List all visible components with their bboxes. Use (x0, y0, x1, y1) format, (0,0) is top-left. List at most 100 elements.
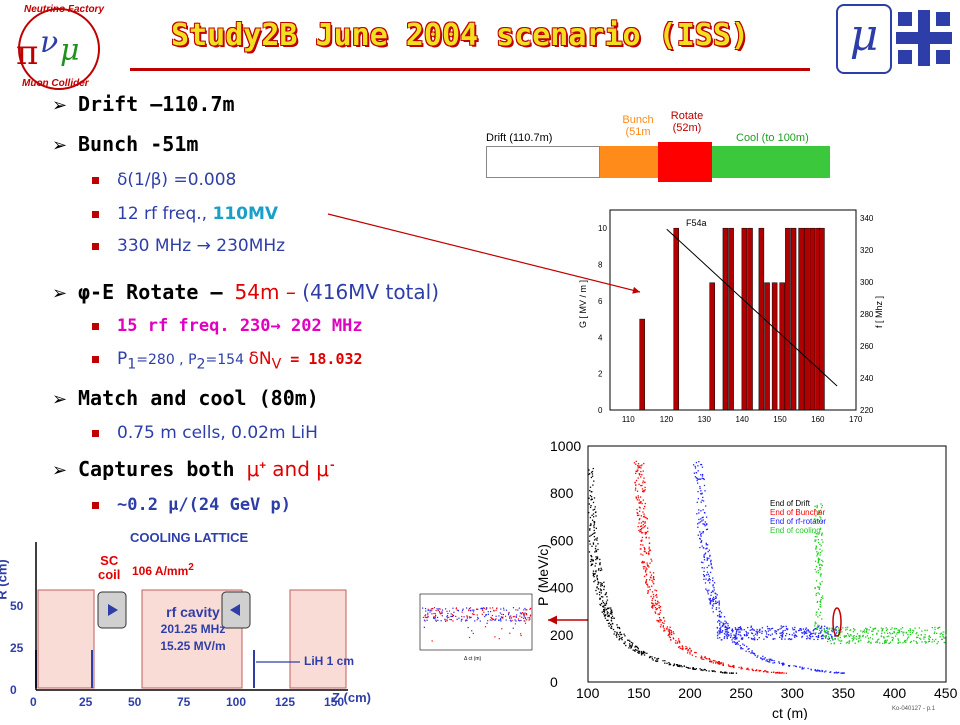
lattice-x-tick: 75 (177, 695, 191, 709)
ps-point (661, 622, 664, 624)
ps-point (656, 660, 659, 662)
ps-point (696, 478, 699, 480)
ps-point (852, 631, 854, 633)
ps-point (824, 625, 826, 627)
ps-point (939, 633, 941, 635)
ps-point (866, 629, 868, 631)
ps-point (644, 505, 646, 508)
ps-point (898, 631, 901, 633)
ps-point (656, 658, 659, 660)
ps-point (705, 524, 708, 526)
ps-point (650, 606, 653, 608)
ps-point (667, 634, 669, 636)
ps-point (939, 636, 941, 638)
ps-point (640, 544, 642, 546)
ps-point (591, 514, 593, 516)
ps-point (818, 629, 821, 631)
small-point (481, 613, 483, 615)
ps-point (926, 629, 928, 631)
ps-point (718, 619, 720, 622)
ps-point (899, 641, 901, 643)
ps-point (792, 629, 794, 631)
ps-point (720, 671, 722, 673)
ps-point (644, 550, 646, 553)
ps-point (635, 497, 638, 499)
ps-point (678, 664, 681, 667)
ps-point (704, 490, 706, 492)
ps-point (646, 562, 648, 564)
ps-point (929, 636, 931, 639)
ps-point (636, 470, 638, 473)
ps-point (842, 627, 844, 629)
ps-point (858, 637, 860, 640)
ps-point (735, 631, 738, 633)
ps-point (746, 668, 748, 670)
ps-point (600, 589, 602, 592)
ps-point (815, 547, 817, 549)
ps-point (696, 479, 698, 482)
lattice-wall-1 (37, 589, 95, 689)
ps-point (637, 497, 640, 499)
ps-point (721, 624, 724, 627)
ps-point (821, 520, 824, 522)
ps-point (596, 578, 599, 581)
ps-point (685, 666, 688, 668)
ps-point (644, 489, 646, 491)
ps-point (734, 636, 737, 639)
small-point (472, 609, 474, 611)
ps-point (718, 613, 721, 616)
rf-bar (804, 227, 810, 411)
ps-point (920, 638, 922, 640)
ps-point (782, 630, 784, 632)
phase-space-svg: 100 150 200 250 300 350 400 4500200400600800100… (535, 438, 958, 721)
ps-point (819, 632, 821, 634)
ps-point (640, 654, 643, 656)
sub-bullet-110mv: 110MV (212, 204, 279, 224)
small-point (516, 614, 518, 616)
rf-ylabel-left: G [ MV / m ] (578, 280, 588, 328)
ps-point (706, 589, 708, 592)
ps-point (761, 630, 763, 633)
ps-point (633, 649, 636, 652)
small-point (433, 607, 436, 609)
ps-point (813, 632, 815, 634)
small-point (433, 616, 435, 618)
rf-x-tick: 160 (811, 415, 825, 424)
small-point (482, 609, 484, 611)
ps-point (597, 581, 599, 583)
ps-point (610, 620, 613, 622)
ps-point (666, 662, 668, 664)
ps-point (645, 571, 647, 573)
ps-point (753, 652, 755, 655)
ps-point (896, 633, 898, 635)
small-point (466, 607, 468, 609)
ps-point (728, 672, 731, 674)
ps-point (674, 642, 677, 644)
ps-point (673, 664, 675, 666)
ps-point (702, 532, 704, 534)
ps-point (815, 546, 817, 548)
ps-point (598, 581, 600, 584)
small-point (452, 620, 454, 622)
ps-point (738, 631, 740, 633)
coil-arrow-right-icon (108, 604, 118, 616)
ps-point (596, 587, 598, 589)
ps-point (599, 563, 601, 565)
ps-point (594, 511, 597, 514)
ps-point (839, 642, 842, 645)
ps-point (860, 630, 862, 632)
sub-bullet-yield: ~0.2 μ/(24 GeV p) (92, 495, 291, 515)
ps-point (655, 603, 658, 605)
ps-point (840, 672, 842, 674)
ps-point (654, 599, 657, 602)
ps-point (712, 605, 714, 607)
ps-point (642, 499, 644, 501)
sub-bullet-mhz: 330 MHz → 230MHz (92, 236, 285, 256)
ps-point (624, 641, 626, 643)
small-point (524, 618, 527, 620)
small-plot-svg: Δ ct (m) (419, 593, 533, 662)
ps-point (937, 627, 939, 629)
ps-point (816, 506, 818, 509)
ps-point (906, 637, 909, 639)
ps-point (743, 634, 746, 636)
